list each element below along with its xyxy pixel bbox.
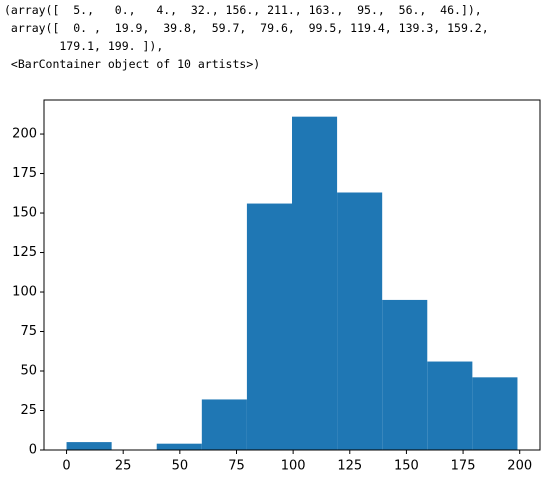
bar xyxy=(337,192,383,451)
bar xyxy=(472,377,518,450)
output-line: array([ 0. , 19.9, 39.8, 59.7, 79.6, 99.… xyxy=(4,21,489,35)
axes-frame xyxy=(43,99,541,451)
bar xyxy=(246,203,292,450)
y-tick-label: 150 xyxy=(12,206,37,221)
x-tick-label: 125 xyxy=(337,459,362,474)
y-tick-label: 200 xyxy=(12,127,37,142)
x-tick-label: 200 xyxy=(507,459,532,474)
x-tick-label: 75 xyxy=(228,459,245,474)
x-tick-label: 150 xyxy=(394,459,419,474)
bar xyxy=(292,116,338,451)
x-tick-label: 50 xyxy=(172,459,189,474)
y-tick-label: 25 xyxy=(20,403,37,418)
output-line: (array([ 5., 0., 4., 32., 156., 211., 16… xyxy=(4,3,482,17)
x-tick-label: 25 xyxy=(115,459,132,474)
bar xyxy=(66,442,112,450)
x-tick-label: 175 xyxy=(451,459,476,474)
bar xyxy=(427,361,473,450)
y-tick-label: 50 xyxy=(20,364,37,379)
bar xyxy=(382,299,428,450)
bar xyxy=(201,399,247,450)
y-tick-label: 75 xyxy=(20,324,37,339)
output-line: 179.1, 199. ]), xyxy=(4,39,163,53)
output-line: <BarContainer object of 10 artists>) xyxy=(4,57,260,71)
x-tick-label: 100 xyxy=(281,459,306,474)
x-tick-label: 0 xyxy=(62,459,70,474)
y-tick-label: 0 xyxy=(29,443,37,458)
y-tick-label: 100 xyxy=(12,285,37,300)
bar xyxy=(156,443,202,450)
y-tick-label: 175 xyxy=(12,166,37,181)
y-tick-label: 125 xyxy=(12,245,37,260)
